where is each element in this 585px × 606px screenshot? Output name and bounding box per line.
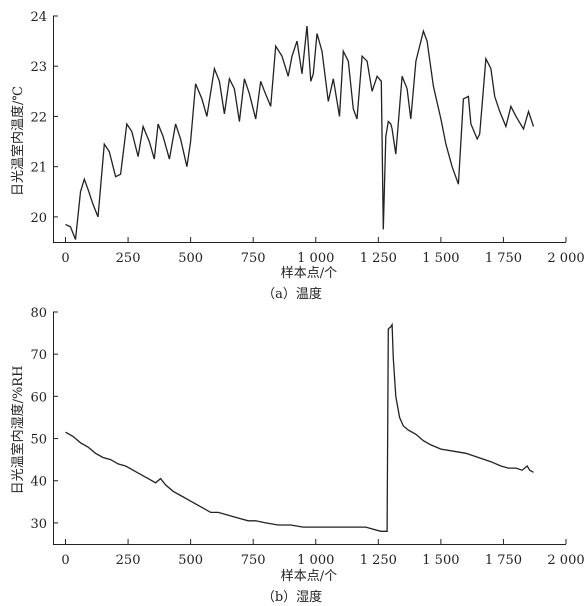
humidity-y-tick-label: 30 bbox=[30, 517, 47, 532]
temperature-x-tick-label: 1 500 bbox=[422, 251, 459, 266]
temperature-y-tick-label: 21 bbox=[30, 161, 47, 176]
temperature-x-tick-label: 1 000 bbox=[297, 251, 334, 266]
temperature-panel: 20 21 22 23 24 0 250 500 750 1 000 1 250 1 500 1 75… bbox=[10, 10, 585, 302]
humidity-panel: 30 40 50 60 70 80 0 250 500 750 1 000 1 250 1 500 1 … bbox=[10, 306, 585, 605]
humidity-x-tick-label: 1 750 bbox=[485, 553, 522, 568]
humidity-x-tick-label: 1 500 bbox=[422, 553, 459, 568]
humidity-y-tick-label: 70 bbox=[30, 348, 47, 363]
temperature-x-tick-label: 750 bbox=[241, 251, 266, 266]
temperature-x-tick-label: 500 bbox=[178, 251, 203, 266]
humidity-series-line bbox=[65, 322, 534, 532]
humidity-x-axis-label: 样本点/个 bbox=[281, 569, 337, 584]
humidity-x-tick-label: 250 bbox=[116, 553, 141, 568]
humidity-x-tick-label: 750 bbox=[241, 553, 266, 568]
temperature-x-axis-label: 样本点/个 bbox=[281, 266, 337, 281]
temperature-series-line bbox=[65, 25, 535, 240]
humidity-x-tick-label: 1 250 bbox=[360, 553, 397, 568]
temperature-x-tick-label: 0 bbox=[61, 251, 69, 266]
temperature-y-tick-label: 22 bbox=[30, 110, 47, 125]
humidity-y-tick-label: 40 bbox=[30, 475, 47, 490]
temperature-x-tick-label: 1 750 bbox=[485, 251, 522, 266]
humidity-caption: （b）湿度 bbox=[262, 589, 322, 605]
humidity-x-tick-label: 1 000 bbox=[297, 553, 334, 568]
temperature-x-ticks: 0 250 500 750 1 000 1 250 1 500 1 750 2 000 bbox=[61, 237, 585, 266]
temperature-x-tick-label: 1 250 bbox=[360, 251, 397, 266]
temperature-y-tick-label: 24 bbox=[30, 10, 47, 25]
humidity-x-tick-label: 500 bbox=[178, 553, 203, 568]
temperature-y-ticks: 20 21 22 23 24 bbox=[30, 10, 58, 226]
humidity-x-ticks: 0 250 500 750 1 000 1 250 1 500 1 750 2 000 bbox=[61, 539, 585, 568]
humidity-y-tick-label: 80 bbox=[30, 306, 47, 321]
humidity-x-tick-label: 0 bbox=[61, 553, 69, 568]
temperature-x-tick-label: 250 bbox=[116, 251, 141, 266]
temperature-y-axis-label: 日光温室内温度/℃ bbox=[10, 86, 26, 196]
humidity-y-tick-label: 50 bbox=[30, 433, 47, 448]
temperature-caption: （a）温度 bbox=[262, 286, 322, 302]
humidity-y-ticks: 30 40 50 60 70 80 bbox=[30, 306, 58, 532]
temperature-y-tick-label: 20 bbox=[30, 211, 47, 226]
humidity-y-axis-label: 日光温室内湿度/%RH bbox=[10, 366, 26, 495]
temperature-x-tick-label: 2 000 bbox=[547, 251, 584, 266]
humidity-x-tick-label: 2 000 bbox=[547, 553, 584, 568]
temperature-y-tick-label: 23 bbox=[30, 60, 47, 75]
humidity-y-tick-label: 60 bbox=[30, 390, 47, 405]
